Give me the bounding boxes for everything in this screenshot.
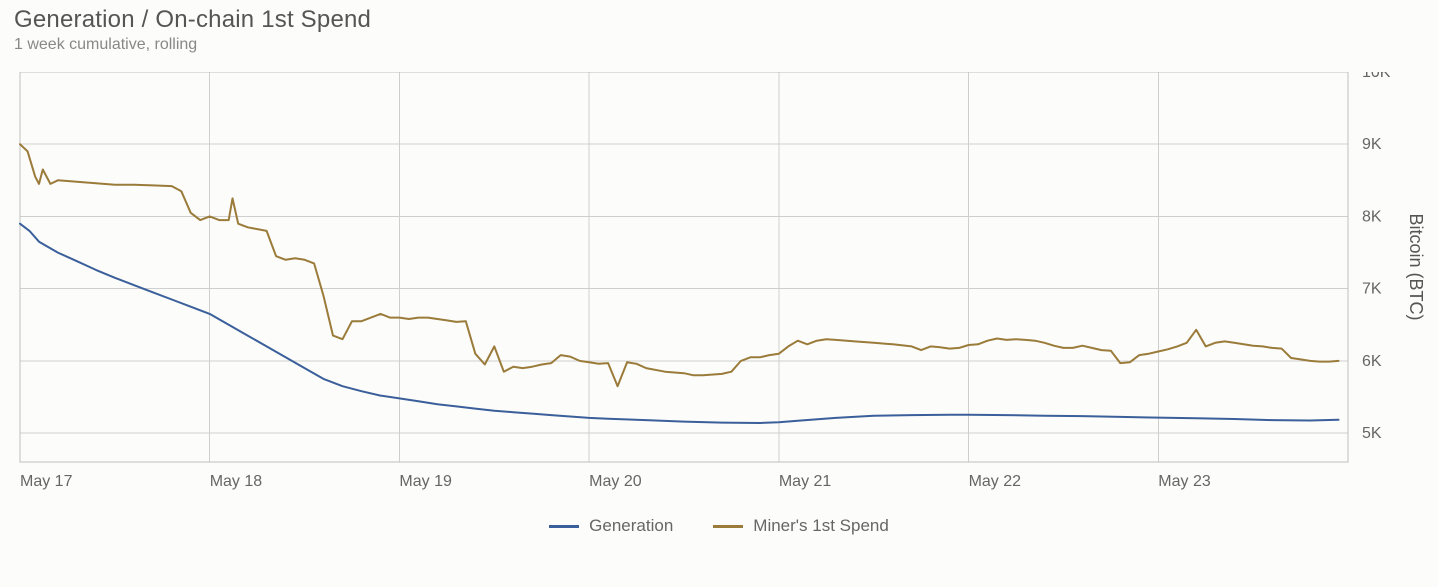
y-tick-label: 8K: [1362, 208, 1382, 225]
y-tick-label: 6K: [1362, 353, 1382, 370]
plot-border: [20, 72, 1348, 462]
y-tick-label: 9K: [1362, 136, 1382, 153]
series-generation: [20, 224, 1339, 423]
chart-area: May 17 May 18 May 19 May 20 May 21 May 22 May …: [14, 72, 1424, 502]
x-tick-label: May 19: [399, 473, 452, 490]
series-miners_spend: [20, 144, 1339, 386]
x-tick-label: May 22: [969, 473, 1022, 490]
chart-subtitle: 1 week cumulative, rolling: [14, 36, 1424, 54]
x-tick-label: May 21: [779, 473, 832, 490]
x-tick-label: May 17: [20, 473, 73, 490]
y-tick-label: 5K: [1362, 425, 1382, 442]
y-axis-title: Bitcoin (BTC): [1406, 213, 1424, 320]
legend-swatch: [713, 525, 743, 528]
chart-header: Generation / On-chain 1st Spend 1 week c…: [0, 0, 1438, 54]
legend-label: Miner's 1st Spend: [753, 516, 889, 536]
legend-label: Generation: [589, 516, 673, 536]
chart-svg: May 17 May 18 May 19 May 20 May 21 May 22 May …: [14, 72, 1424, 502]
x-tick-label: May 20: [589, 473, 642, 490]
x-tick-label: May 18: [210, 473, 263, 490]
legend-swatch: [549, 525, 579, 528]
y-tick-label: 10K: [1362, 72, 1391, 81]
y-tick-label: 7K: [1362, 281, 1382, 298]
grid: [20, 72, 1348, 462]
legend-item-generation[interactable]: Generation: [549, 516, 673, 536]
chart-title: Generation / On-chain 1st Spend: [14, 6, 1424, 34]
x-tick-label: May 23: [1158, 473, 1211, 490]
legend: Generation Miner's 1st Spend: [0, 516, 1438, 536]
legend-item-miners_spend[interactable]: Miner's 1st Spend: [713, 516, 889, 536]
